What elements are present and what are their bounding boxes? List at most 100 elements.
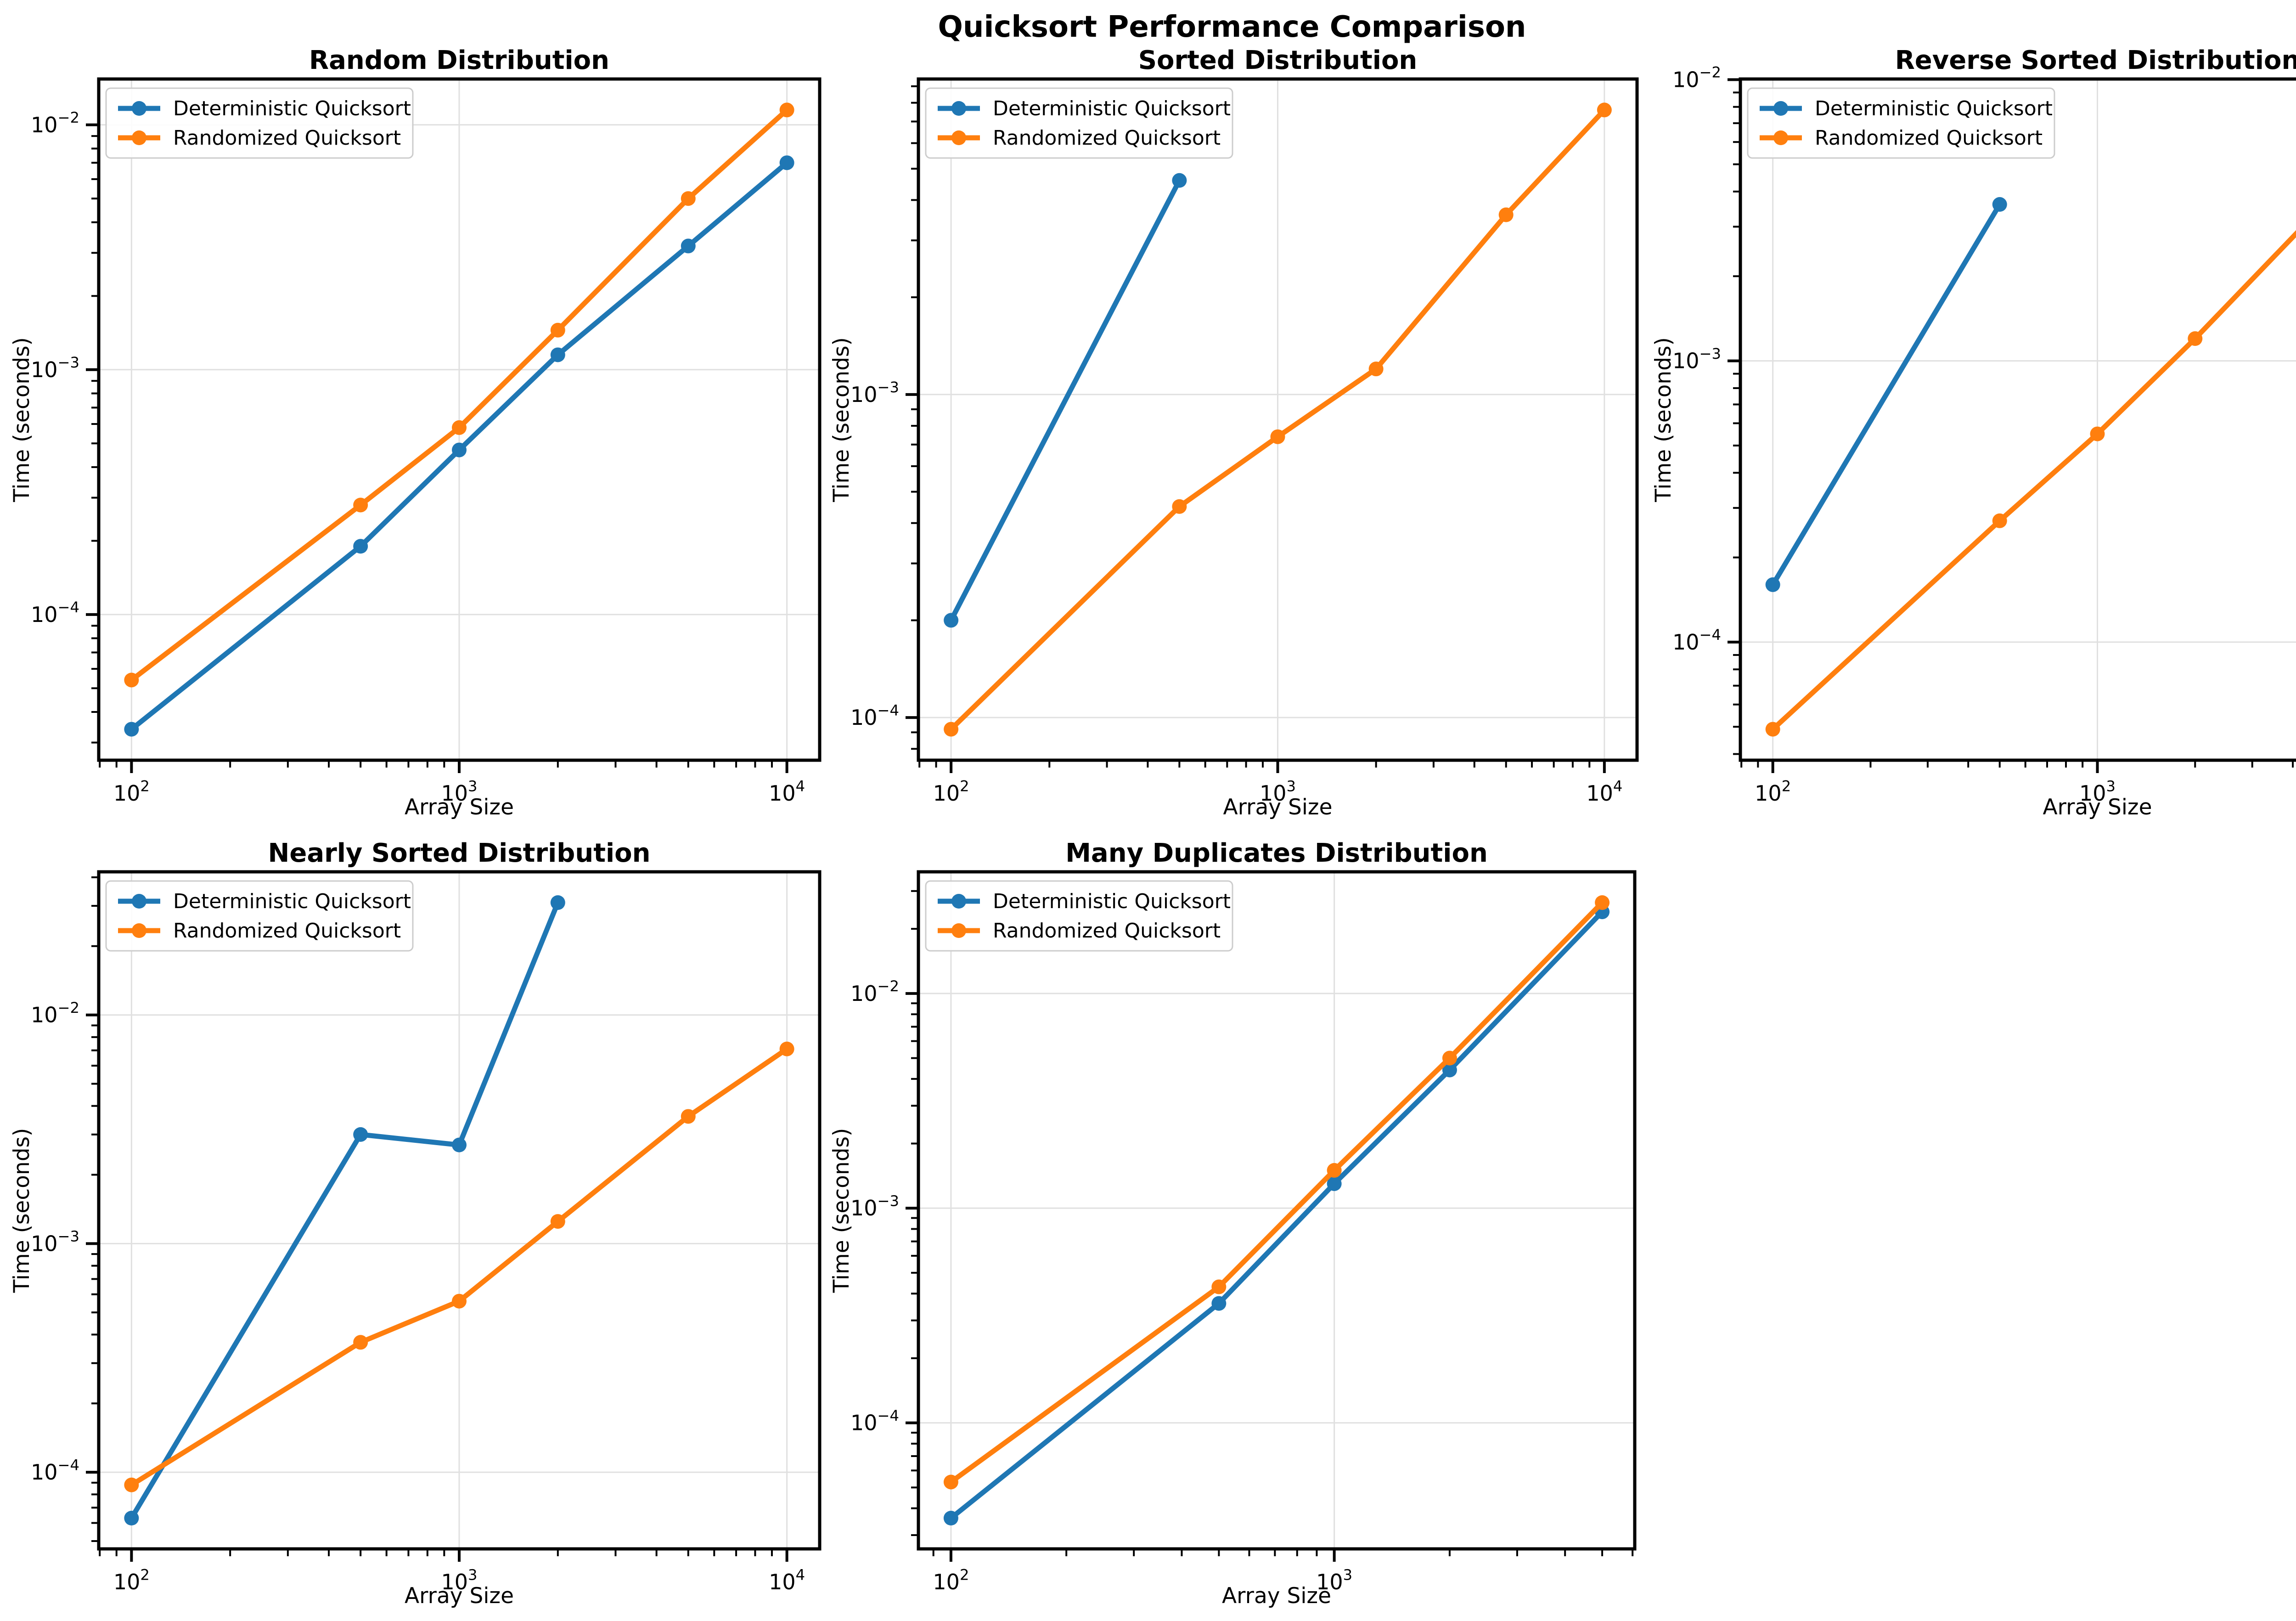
randomized-quicksort-marker <box>1327 1163 1342 1178</box>
x-axis-label: Array Size <box>1222 1583 1331 1609</box>
randomized-quicksort-line <box>129 1046 790 1488</box>
legend-marker <box>1773 130 1788 145</box>
randomized-quicksort-marker <box>944 722 959 737</box>
subplot-title: Random Distribution <box>309 45 609 75</box>
y-tick-label: 10−3 <box>850 378 899 407</box>
deterministic-quicksort-marker <box>1172 173 1187 188</box>
grid <box>99 872 820 1549</box>
legend-label: Deterministic Quicksort <box>173 97 411 120</box>
randomized-quicksort-marker <box>1270 429 1285 444</box>
series-randomized-quicksort <box>124 102 794 688</box>
y-tick-label: 10−2 <box>31 999 79 1028</box>
series-randomized-quicksort <box>1765 230 2296 737</box>
legend: Deterministic Quicksort Randomized Quicks… <box>105 87 414 159</box>
x-tick-label: 104 <box>1586 777 1622 806</box>
legend-marker <box>951 101 966 116</box>
x-tick-label: 102 <box>933 1566 969 1594</box>
deterministic-quicksort-marker <box>550 347 565 362</box>
randomized-quicksort-marker <box>353 1335 368 1350</box>
randomized-quicksort-marker <box>1172 499 1187 514</box>
deterministic-quicksort-marker <box>1442 1062 1457 1078</box>
y-axis-label: Time (seconds) <box>9 337 34 503</box>
y-tick-label: 10−3 <box>1672 345 1721 373</box>
y-tick-label: 10−2 <box>31 109 79 137</box>
subplot-nearly-sorted-distribution: 102 103 104 10−4 10−3 10−2 Nearly Sorted Distr… <box>9 838 822 1609</box>
legend-box <box>925 880 1233 952</box>
randomized-quicksort-marker <box>1368 361 1384 377</box>
ticks <box>86 876 788 1562</box>
series-deterministic-quicksort <box>124 895 565 1525</box>
randomized-quicksort-marker <box>943 1474 958 1490</box>
randomized-quicksort-marker <box>353 497 368 513</box>
randomized-quicksort-marker <box>452 420 467 435</box>
y-axis-label: Time (seconds) <box>829 1128 854 1293</box>
randomized-quicksort-marker <box>2188 331 2203 346</box>
y-tick-label: 10−3 <box>850 1192 899 1221</box>
grid <box>1740 79 2296 760</box>
deterministic-quicksort-line <box>1770 202 2003 587</box>
legend-marker <box>132 894 146 909</box>
legend: Deterministic Quicksort Randomized Quicks… <box>105 880 414 952</box>
x-axis-label: Array Size <box>2043 795 2152 820</box>
axes-frame <box>97 77 822 762</box>
randomized-quicksort-marker <box>1992 513 2007 528</box>
y-tick-label: 10−4 <box>1672 626 1721 655</box>
deterministic-quicksort-marker <box>1992 197 2007 212</box>
randomized-quicksort-marker <box>1498 207 1514 222</box>
deterministic-quicksort-line <box>129 900 561 1521</box>
randomized-quicksort-line <box>1770 230 2296 732</box>
deterministic-quicksort-marker <box>681 238 696 254</box>
randomized-quicksort-marker <box>779 1041 794 1056</box>
randomized-quicksort-marker <box>1597 102 1612 118</box>
randomized-quicksort-marker <box>124 672 139 688</box>
legend-label: Deterministic Quicksort <box>993 97 1231 120</box>
axes-frame <box>917 77 1639 762</box>
deterministic-quicksort-marker <box>550 895 565 910</box>
deterministic-quicksort-marker <box>452 442 467 457</box>
deterministic-quicksort-marker <box>779 155 794 170</box>
randomized-quicksort-marker <box>550 1214 565 1229</box>
y-tick-label: 10−4 <box>31 1456 79 1485</box>
y-tick-label: 10−3 <box>31 354 79 382</box>
figure-title: Quicksort Performance Comparison <box>938 10 1526 44</box>
x-axis-label: Array Size <box>1223 795 1332 820</box>
x-tick-label: 102 <box>1755 777 1791 806</box>
randomized-quicksort-marker <box>452 1293 467 1309</box>
deterministic-quicksort-marker <box>353 1127 368 1142</box>
series-deterministic-quicksort <box>944 173 1187 628</box>
legend: Deterministic Quicksort Randomized Quicks… <box>1747 87 2055 159</box>
y-axis-label: Time (seconds) <box>9 1128 34 1293</box>
deterministic-quicksort-line <box>948 178 1182 623</box>
legend-box <box>1747 87 2055 159</box>
legend-label: Deterministic Quicksort <box>1815 97 2053 120</box>
subplot-title: Nearly Sorted Distribution <box>268 838 650 868</box>
y-axis-label: Time (seconds) <box>829 337 854 503</box>
x-tick-label: 104 <box>769 777 805 806</box>
deterministic-quicksort-marker <box>452 1137 467 1152</box>
y-tick-label: 10−4 <box>850 701 899 730</box>
randomized-quicksort-marker <box>1442 1051 1457 1066</box>
deterministic-quicksort-marker <box>124 722 139 737</box>
randomized-quicksort-marker <box>2090 426 2105 441</box>
grid <box>99 79 820 760</box>
legend-label: Randomized Quicksort <box>173 919 401 943</box>
x-tick-label: 103 <box>441 1566 477 1594</box>
legend-marker <box>951 130 966 145</box>
series-deterministic-quicksort <box>1765 197 2007 592</box>
randomized-quicksort-line <box>948 107 1607 732</box>
randomized-quicksort-marker <box>681 191 696 206</box>
ticks <box>86 123 788 773</box>
randomized-quicksort-marker <box>1211 1279 1227 1294</box>
legend-marker <box>132 130 146 145</box>
deterministic-quicksort-line <box>129 160 790 732</box>
series-randomized-quicksort <box>944 102 1612 737</box>
legend-marker <box>951 894 966 909</box>
x-axis-label: Array Size <box>405 1583 514 1609</box>
x-tick-label: 102 <box>113 1566 150 1594</box>
x-tick-label: 102 <box>933 777 969 806</box>
